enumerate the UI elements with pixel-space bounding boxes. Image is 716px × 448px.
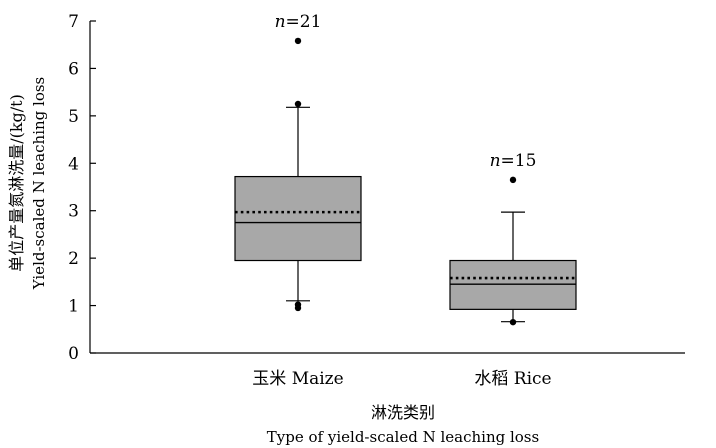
y-tick-label-5: 5 (68, 107, 79, 127)
y-axis-label-en: Yield-scaled N leaching loss (30, 77, 48, 291)
y-axis: 0 1 2 3 4 5 6 7 (68, 12, 96, 364)
x-axis: 玉米 Maize 水稻 Rice (90, 352, 685, 389)
box-group-1: n=15 (449, 151, 577, 326)
plot-area: n=21 n=15 (234, 12, 577, 326)
n-label: n=15 (490, 151, 537, 171)
y-axis-label-zh: 单位产量氮淋洗量/(kg/t) (7, 94, 26, 272)
y-tick-label-3: 3 (68, 202, 79, 222)
y-tick-label-1: 1 (68, 297, 79, 317)
y-tick-label-0: 0 (68, 344, 79, 364)
x-category-label-1: 水稻 Rice (474, 369, 551, 389)
outlier-point-1 (509, 176, 517, 184)
outlier-point-1 (294, 301, 302, 308)
outlier-point-3 (294, 37, 302, 45)
y-tick-label-4: 4 (68, 154, 79, 174)
y-tick-label-6: 6 (68, 59, 79, 79)
y-tick-label-2: 2 (68, 249, 79, 269)
x-category-label-0: 玉米 Maize (252, 369, 343, 389)
outlier-point-2 (294, 100, 302, 108)
n-label: n=21 (275, 12, 322, 32)
x-axis-label-en: Type of yield-scaled N leaching loss (267, 428, 539, 446)
box-iqr (449, 259, 577, 310)
box-group-0: n=21 (234, 12, 362, 312)
x-axis-label-zh: 淋洗类别 (371, 403, 435, 422)
box-iqr (234, 175, 362, 262)
outlier-point-0 (509, 318, 517, 326)
y-tick-label-7: 7 (68, 12, 79, 32)
